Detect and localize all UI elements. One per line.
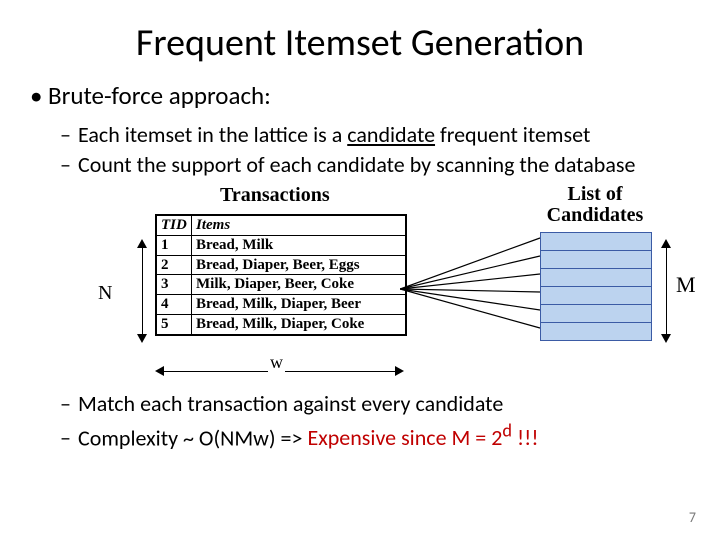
diagram: Transactions List of Candidates N TIDIte… [60,184,720,394]
complexity-pre: Complexity ~ O(NMw) => [78,424,307,451]
text-underlined: candidate [347,121,435,148]
bullet-dash-icon: – [60,390,78,418]
candidate-row [541,251,651,269]
table-row: 5Bread, Milk, Diaper, Coke [157,314,406,334]
bullet-l2-candidate: –Each itemset in the lattice is a candid… [60,121,690,149]
complexity-red-text: Expensive since M = 2 [307,424,502,451]
candidate-row [541,287,651,305]
transactions-table: TIDItems1Bread, Milk2Bread, Diaper, Beer… [155,214,407,336]
complexity-post: !!! [512,424,538,451]
bullet-l1-text: Brute-force approach: [48,80,271,111]
candidate-row [541,269,651,287]
transactions-label: Transactions [220,184,330,207]
complexity-sup: d [502,420,512,442]
candidates-label-l1: List of [568,183,623,205]
candidates-label-l2: Candidates [547,204,644,226]
bullet-l2-count-text: Count the support of each candidate by s… [78,151,635,178]
w-label: w [268,352,285,373]
candidate-row [541,233,651,251]
bullet-dash-icon: – [60,424,78,452]
bullet-dash-icon: – [60,151,78,179]
text-pre: Each itemset in the lattice is a [78,121,347,148]
table-row: 2Bread, Diaper, Beer, Eggs [157,255,406,275]
slide: Frequent Itemset Generation •Brute-force… [0,0,720,540]
m-label: M [676,272,696,298]
candidates-label: List of Candidates [535,184,655,226]
bullet-dot-icon: • [30,80,48,111]
candidate-row [541,323,651,340]
bullet-l2-match: –Match each transaction against every ca… [60,390,690,418]
n-arrow-icon [118,239,148,344]
text-post: frequent itemset [435,121,590,148]
fan-lines-icon [400,214,550,364]
bullet-dash-icon: – [60,121,78,149]
table-row: 1Bread, Milk [157,235,406,255]
bullet-l2-count: –Count the support of each candidate by … [60,151,690,179]
table-header: TID [157,216,192,236]
table-row: 3Milk, Diaper, Beer, Coke [157,275,406,295]
complexity-red: Expensive since M = 2d !!! [307,424,538,451]
table-row: 4Bread, Milk, Diaper, Beer [157,295,406,315]
slide-title: Frequent Itemset Generation [30,20,690,66]
n-label: N [98,282,112,305]
candidate-row [541,305,651,323]
table-header: Items [192,216,406,236]
bullet-level1: •Brute-force approach: [30,80,690,111]
page-number: 7 [689,509,696,526]
candidates-table [540,232,652,341]
bullet-l2-match-text: Match each transaction against every can… [78,390,503,417]
bullet-l2-complexity: –Complexity ~ O(NMw) => Expensive since … [60,420,690,452]
